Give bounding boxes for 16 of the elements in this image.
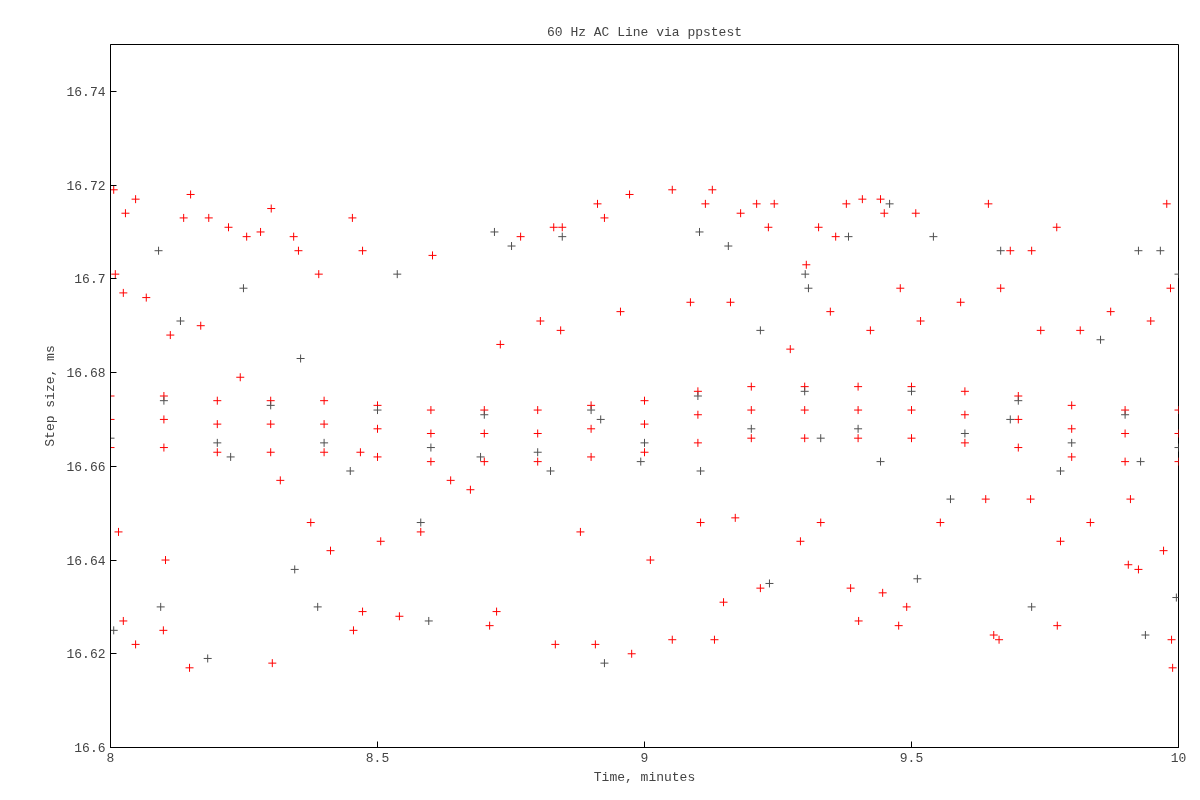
y-tick-label: 16.6 [74, 741, 106, 756]
x-tick-label: 10 [1170, 750, 1187, 766]
y-tick-label: 16.62 [66, 647, 106, 663]
y-tick-label: 16.7 [74, 272, 106, 288]
x-tick-label: 9.5 [899, 750, 924, 766]
y-tick-label: 16.74 [66, 84, 106, 100]
y-axis-title: Step size, ms [43, 345, 59, 447]
x-axis-title: Time, minutes [593, 769, 696, 785]
chart-title: 60 Hz AC Line via ppstest [546, 24, 743, 40]
y-tick-label: 16.64 [66, 553, 106, 569]
x-tick-label: 8.5 [365, 750, 390, 766]
y-tick-label: 16.68 [66, 366, 106, 382]
y-tick-label: 16.72 [66, 178, 106, 194]
x-tick-label: 9 [640, 750, 649, 766]
y-tick-label: 16.66 [66, 459, 106, 475]
x-tick-label: 8 [106, 750, 115, 766]
